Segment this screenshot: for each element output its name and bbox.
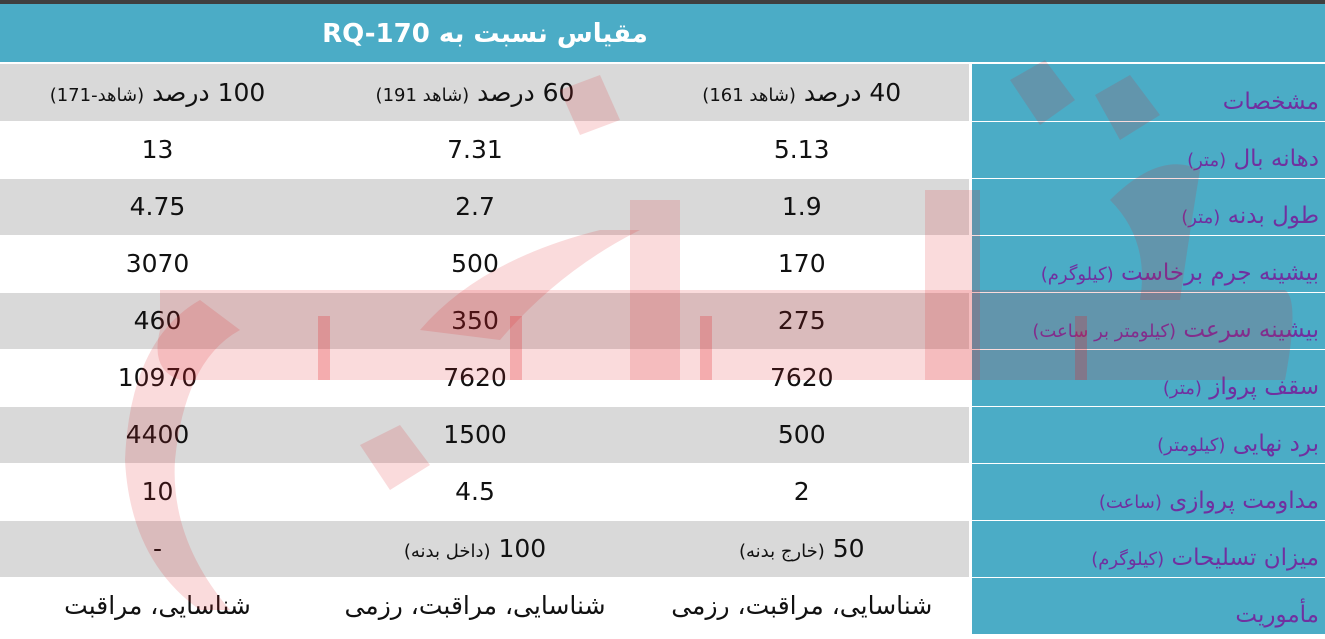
row-label-unit: (کیلومتر بر ساعت) [1032,320,1177,342]
row-label-wingspan: دهانه بال (متر) [968,121,1325,179]
cell-sub: (خارج بدنه) [738,541,825,562]
table-title: مقیاس نسبت به RQ-170 [322,19,648,49]
table-row: - 100 (داخل بدنه) 50 (خارج بدنه) میزان ت… [0,520,1325,578]
row-label-text: طول بدنه [1227,202,1319,229]
table-cell: 13 [0,121,315,179]
cell-main: - [152,534,163,563]
column-header-sub: (شاهد 191) [375,84,470,106]
table-row: 3070 500 170 بیشینه جرم برخاست (کیلوگرم) [0,235,1325,293]
table-cell: 7.31 [315,121,635,179]
table-cell: شناسایی، مراقبت، رزمی [635,577,970,635]
row-label-text: دهانه بال [1233,145,1319,172]
cell-sub: (داخل بدنه) [403,541,491,562]
table-cell: 1500 [315,406,635,464]
cell-main: 50 [832,534,865,563]
table-cell: 1.9 [635,178,970,236]
row-label-text: بیشینه سرعت [1183,316,1319,343]
column-header-main: 40 درصد [803,77,902,107]
column-header-100: 100 درصد (شاهد-171) [0,64,315,122]
row-label-max-takeoff-mass: بیشینه جرم برخاست (کیلوگرم) [968,235,1325,293]
table-row: 10970 7620 7620 سقف پرواز (متر) [0,349,1325,407]
table-cell: 4.75 [0,178,315,236]
table-cell: 2.7 [315,178,635,236]
row-label-unit: (متر) [1187,149,1227,171]
table-cell: 170 [635,235,970,293]
row-label-mission: مأموریت [968,577,1325,635]
row-label-armament: میزان تسلیحات (کیلوگرم) [968,520,1325,578]
row-label-text: سقف پرواز [1209,373,1319,400]
table-cell: 100 (داخل بدنه) [315,520,635,578]
row-label-ceiling: سقف پرواز (متر) [968,349,1325,407]
table-cell: 275 [635,292,970,350]
table-cell: - [0,520,315,578]
row-label-text: بیشینه جرم برخاست [1120,259,1319,286]
column-header-main: 100 درصد [152,77,266,107]
header-row: 100 درصد (شاهد-171) 60 درصد (شاهد 191) 4… [0,64,1325,122]
row-label-max-speed: بیشینه سرعت (کیلومتر بر ساعت) [968,292,1325,350]
table-cell: 4400 [0,406,315,464]
comparison-table: 100 درصد (شاهد-171) 60 درصد (شاهد 191) 4… [0,64,1325,635]
row-label-range: برد نهایی (کیلومتر) [968,406,1325,464]
column-header-sub: (شاهد-171) [49,84,145,106]
table-cell: 350 [315,292,635,350]
column-header-sub: (شاهد 161) [702,84,796,106]
table-row: 4.75 2.7 1.9 طول بدنه (متر) [0,178,1325,236]
row-label-text: مشخصات [1222,88,1319,115]
row-label-text: مداومت پروازی [1169,487,1319,514]
table-cell: 4.5 [315,463,635,521]
row-label-unit: (متر) [1162,377,1202,399]
row-label-text: مأموریت [1235,601,1319,628]
table-row: 460 350 275 بیشینه سرعت (کیلومتر بر ساعت… [0,292,1325,350]
row-label-length: طول بدنه (متر) [968,178,1325,236]
table-cell: 3070 [0,235,315,293]
column-header-main: 60 درصد [477,77,575,107]
row-label-unit: (متر) [1181,206,1221,228]
row-label-unit: (کیلومتر) [1157,434,1226,456]
table-row: 13 7.31 5.13 دهانه بال (متر) [0,121,1325,179]
row-label-unit: (کیلوگرم) [1040,263,1114,285]
table-cell: 2 [635,463,970,521]
row-label-text: برد نهایی [1232,430,1319,457]
table-cell: 5.13 [635,121,970,179]
column-header-60: 60 درصد (شاهد 191) [315,64,635,122]
table-cell: 7620 [635,349,970,407]
table-cell: 10970 [0,349,315,407]
table-cell: 500 [635,406,970,464]
table-row: شناسایی، مراقبت شناسایی، مراقبت، رزمی شن… [0,577,1325,635]
table-cell: 50 (خارج بدنه) [635,520,970,578]
table-cell: 7620 [315,349,635,407]
row-label-unit: (ساعت) [1098,491,1162,513]
row-label-text: میزان تسلیحات [1171,544,1319,571]
table-cell: 10 [0,463,315,521]
table-cell: شناسایی، مراقبت، رزمی [315,577,635,635]
row-label-endurance: مداومت پروازی (ساعت) [968,463,1325,521]
top-border [0,0,1325,4]
row-label-specs: مشخصات [968,64,1325,122]
row-label-unit: (کیلوگرم) [1091,548,1165,570]
table-row: 4400 1500 500 برد نهایی (کیلومتر) [0,406,1325,464]
table-cell: 500 [315,235,635,293]
cell-main: 100 [498,534,547,563]
table-row: 10 4.5 2 مداومت پروازی (ساعت) [0,463,1325,521]
column-header-40: 40 درصد (شاهد 161) [635,64,970,122]
title-bar: مقیاس نسبت به RQ-170 [0,4,1325,64]
table-cell: شناسایی، مراقبت [0,577,315,635]
table-cell: 460 [0,292,315,350]
